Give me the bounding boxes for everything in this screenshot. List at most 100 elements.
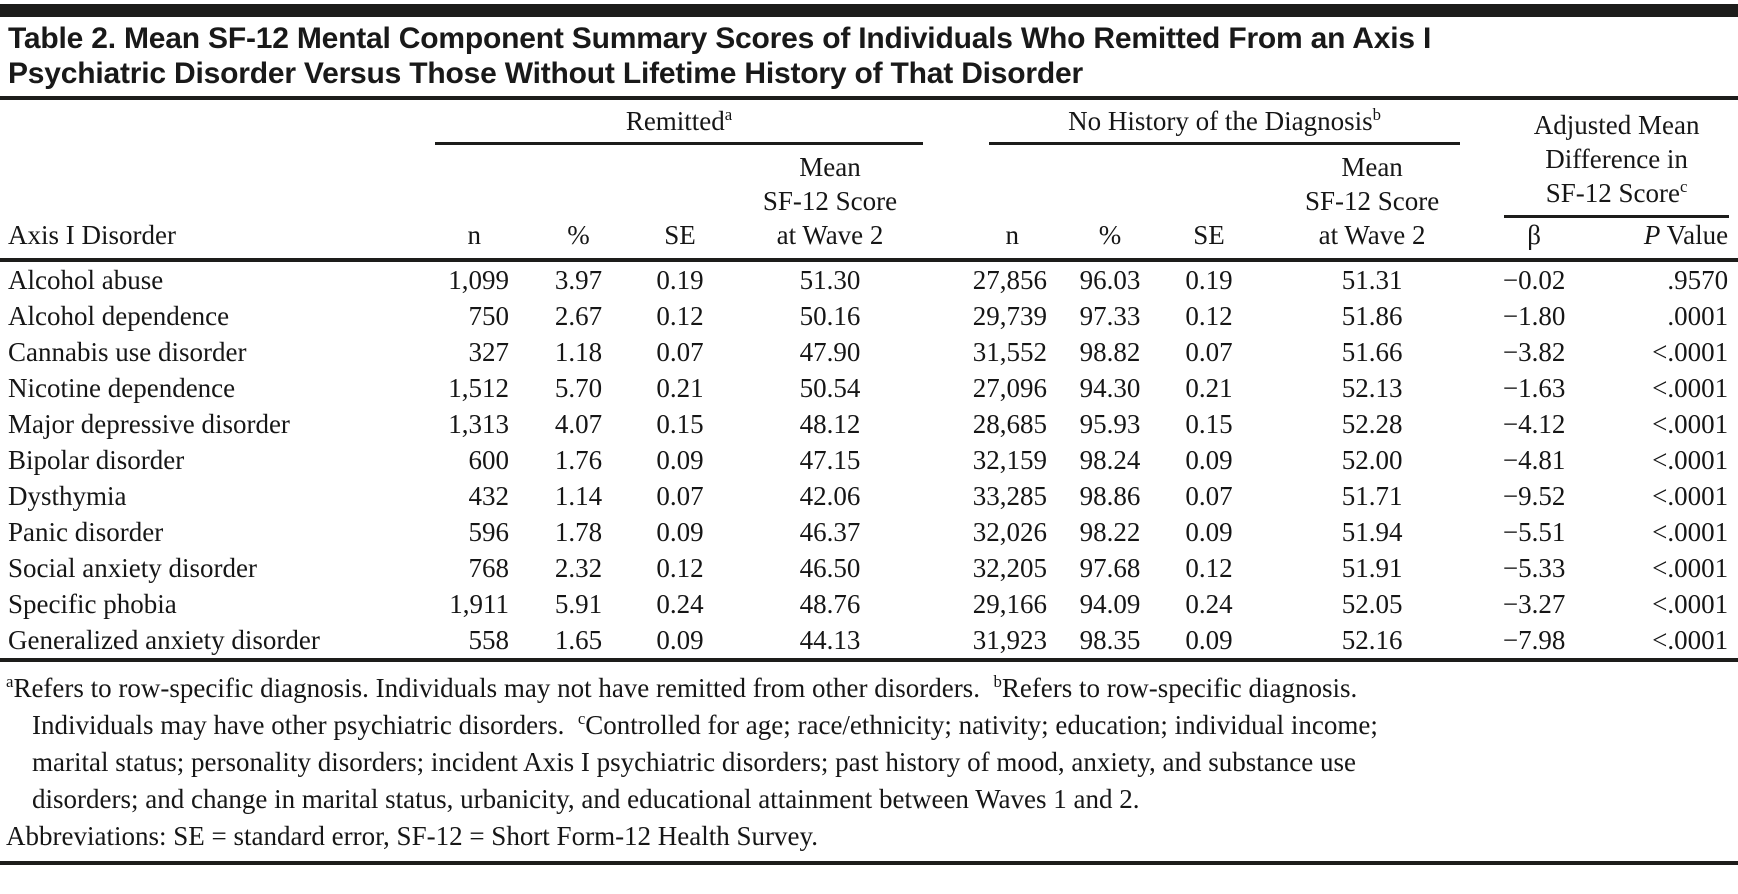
cell-se-remitted: 0.09 bbox=[656, 445, 704, 475]
column-header-row: Axis I Disorder n % SE at Wave 2 n % SE … bbox=[0, 219, 1738, 262]
cell-pct-nohistory: 98.24 bbox=[1079, 445, 1141, 475]
cell-wave-remitted: 46.50 bbox=[799, 553, 861, 583]
table-row: Alcohol dependence 750 2.67 0.12 50.16 29,739… bbox=[0, 298, 1738, 334]
mean-score-label-remitted: Mean SF-12 Score bbox=[720, 146, 940, 219]
cell-disorder: Social anxiety disorder bbox=[8, 553, 257, 583]
adjusted-line2: Difference in bbox=[1545, 144, 1688, 174]
cell-disorder: Panic disorder bbox=[8, 517, 164, 547]
spanner-empty-cell bbox=[0, 100, 390, 146]
cell-n-remitted: 596 bbox=[468, 517, 510, 547]
cell-wave-remitted: 48.12 bbox=[799, 409, 861, 439]
cell-wave-remitted: 50.16 bbox=[799, 301, 861, 331]
cell-wave-remitted: 42.06 bbox=[799, 481, 861, 511]
cell-pct-nohistory: 98.86 bbox=[1079, 481, 1141, 511]
cell-pvalue: <.0001 bbox=[1652, 445, 1729, 475]
cell-pvalue: <.0001 bbox=[1652, 517, 1729, 547]
cell-pvalue: <.0001 bbox=[1652, 553, 1729, 583]
cell-wave-nohistory: 51.86 bbox=[1341, 301, 1403, 331]
cell-wave-nohistory: 52.28 bbox=[1341, 409, 1403, 439]
cell-n-nohistory: 33,285 bbox=[972, 481, 1048, 511]
cell-n-nohistory: 32,205 bbox=[972, 553, 1048, 583]
table-row: Dysthymia 432 1.14 0.07 42.06 33,285 98.86 0.07… bbox=[0, 478, 1738, 514]
cell-n-remitted: 750 bbox=[468, 301, 510, 331]
cell-se-nohistory: 0.21 bbox=[1185, 373, 1233, 403]
spanner-adjusted-mean: Adjusted Mean Difference in SF-12 Scorec bbox=[1491, 100, 1738, 219]
cell-n-remitted: 600 bbox=[468, 445, 510, 475]
column-header-se-remitted: SE bbox=[640, 219, 720, 262]
cell-pct-nohistory: 94.30 bbox=[1079, 373, 1141, 403]
cell-wave-remitted: 46.37 bbox=[799, 517, 861, 547]
cell-wave-nohistory: 52.05 bbox=[1341, 589, 1403, 619]
footnote-marker-c: c bbox=[1680, 177, 1688, 196]
cell-n-remitted: 1,099 bbox=[448, 265, 509, 295]
footnote-marker-b: b bbox=[1372, 105, 1381, 124]
column-header-disorder: Axis I Disorder bbox=[0, 219, 390, 262]
empty-cell bbox=[390, 146, 720, 219]
table-title-line2: Psychiatric Disorder Versus Those Withou… bbox=[8, 57, 1083, 90]
cell-wave-nohistory: 52.13 bbox=[1341, 373, 1403, 403]
cell-se-remitted: 0.19 bbox=[656, 265, 704, 295]
footnote-line: Individuals may have other psychiatric d… bbox=[32, 709, 1378, 740]
column-header-se-nohistory: SE bbox=[1165, 219, 1254, 262]
table-row: Social anxiety disorder 768 2.32 0.12 46.50 3… bbox=[0, 550, 1738, 586]
cell-wave-nohistory: 51.91 bbox=[1341, 553, 1403, 583]
footnote-line: disorders; and change in marital status,… bbox=[32, 784, 1140, 814]
cell-disorder: Generalized anxiety disorder bbox=[0, 622, 390, 662]
column-header-beta: β bbox=[1491, 219, 1578, 262]
cell-se-remitted: 0.07 bbox=[656, 337, 704, 367]
cell-beta: −9.52 bbox=[1502, 481, 1566, 511]
cell-n-nohistory: 29,739 bbox=[972, 301, 1048, 331]
cell-wave-nohistory: 51.71 bbox=[1341, 481, 1403, 511]
cell-pct-remitted: 5.70 bbox=[554, 373, 603, 403]
cell-pct-remitted: 1.18 bbox=[554, 337, 603, 367]
cell-se-remitted: 0.12 bbox=[656, 553, 704, 583]
empty-cell bbox=[940, 146, 1253, 219]
cell-disorder: Specific phobia bbox=[8, 589, 177, 619]
column-header-pvalue: P Value bbox=[1577, 219, 1738, 262]
footnote-abbreviations: Abbreviations: SE = standard error, SF-1… bbox=[6, 821, 819, 851]
footnote-line: aRefers to row-specific diagnosis. Indiv… bbox=[6, 672, 1358, 703]
adjusted-line1: Adjusted Mean bbox=[1533, 110, 1700, 140]
cell-pct-remitted: 4.07 bbox=[554, 409, 603, 439]
cell-se-remitted: 0.24 bbox=[656, 589, 704, 619]
cell-pct-remitted: 2.67 bbox=[554, 301, 603, 331]
cell-n-remitted: 558 bbox=[390, 622, 517, 662]
cell-n-nohistory: 29,166 bbox=[972, 589, 1048, 619]
column-header-wave-remitted: at Wave 2 bbox=[720, 219, 941, 262]
cell-pct-nohistory: 98.82 bbox=[1079, 337, 1141, 367]
table-row: Generalized anxiety disorder 558 1.65 0.09 4… bbox=[0, 622, 1738, 662]
cell-pvalue: <.0001 bbox=[1652, 481, 1729, 511]
mean-score-row: Mean SF-12 Score Mean SF-12 Score bbox=[0, 146, 1738, 219]
cell-pct-remitted: 2.32 bbox=[554, 553, 603, 583]
cell-wave-remitted: 48.76 bbox=[799, 589, 861, 619]
cell-n-remitted: 768 bbox=[468, 553, 510, 583]
cell-beta: −1.63 bbox=[1502, 373, 1566, 403]
cell-disorder: Bipolar disorder bbox=[8, 445, 185, 475]
table-row: Major depressive disorder 1,313 4.07 0.15 48… bbox=[0, 406, 1738, 442]
cell-wave-remitted: 51.30 bbox=[799, 265, 861, 295]
cell-se-nohistory: 0.24 bbox=[1185, 589, 1233, 619]
cell-disorder: Alcohol abuse bbox=[8, 265, 164, 295]
cell-pct-nohistory: 98.22 bbox=[1079, 517, 1141, 547]
cell-pct-nohistory: 97.33 bbox=[1079, 301, 1141, 331]
cell-n-nohistory: 27,096 bbox=[972, 373, 1048, 403]
spanner-remitted-label-wrap: Remitteda bbox=[435, 106, 924, 145]
mean-line2: SF-12 Score bbox=[762, 186, 898, 216]
cell-pct-nohistory: 94.09 bbox=[1079, 589, 1141, 619]
cell-pct-nohistory: 98.35 bbox=[1055, 622, 1166, 662]
cell-se-remitted: 0.15 bbox=[656, 409, 704, 439]
footnote-marker-c: c bbox=[577, 709, 586, 728]
cell-disorder: Nicotine dependence bbox=[8, 373, 236, 403]
cell-se-nohistory: 0.09 bbox=[1185, 517, 1233, 547]
cell-n-nohistory: 28,685 bbox=[972, 409, 1048, 439]
bottom-bar bbox=[0, 861, 1738, 865]
cell-se-nohistory: 0.12 bbox=[1185, 301, 1233, 331]
spanner-nohistory-label-wrap: No History of the Diagnosisb bbox=[989, 105, 1461, 145]
cell-se-nohistory: 0.07 bbox=[1185, 337, 1233, 367]
cell-pvalue: <.0001 bbox=[1652, 409, 1729, 439]
table-body: Alcohol abuse 1,099 3.97 0.19 51.30 27,856 96.… bbox=[0, 260, 1738, 662]
footnote-marker-b: b bbox=[993, 672, 1002, 691]
cell-pvalue: <.0001 bbox=[1652, 373, 1729, 403]
spanner-remitted-label: Remitted bbox=[625, 106, 725, 136]
